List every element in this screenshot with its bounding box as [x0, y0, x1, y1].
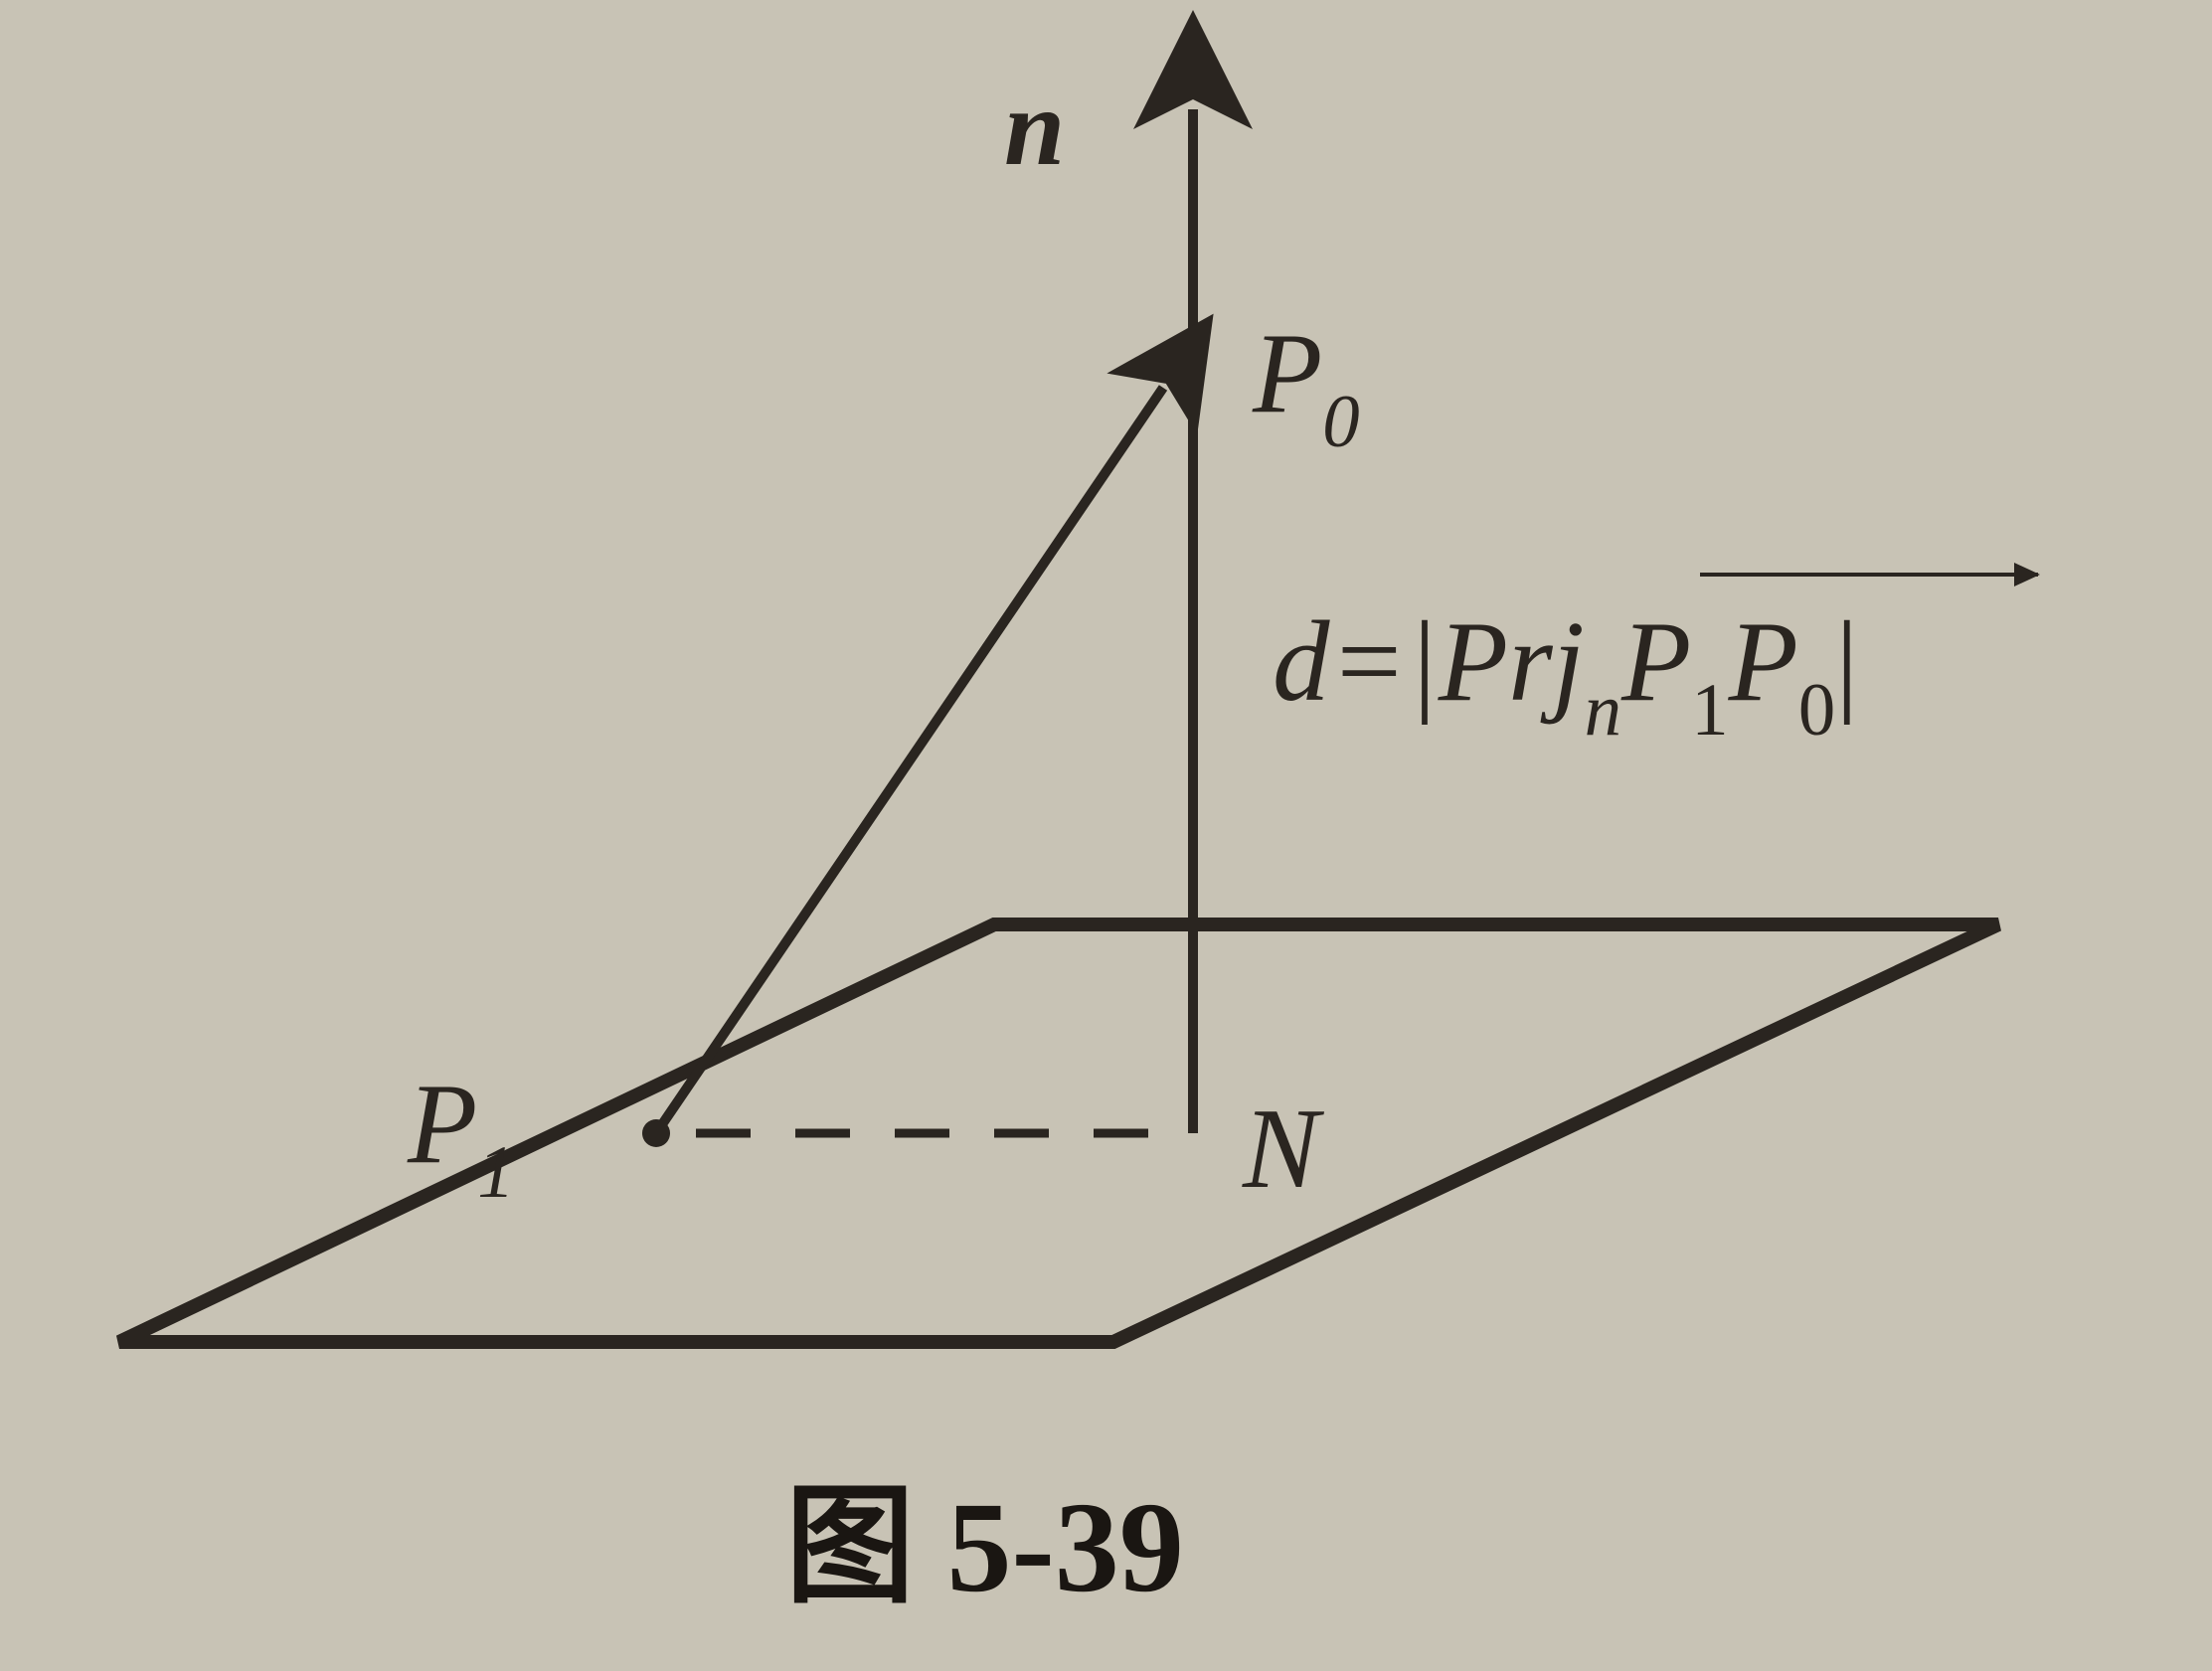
p1p0-vector-line [656, 388, 1163, 1133]
formula-vector-arrow [1700, 573, 2038, 577]
figure-caption: 图 5-39 [785, 1441, 1184, 1628]
p0-label: P0 [1253, 308, 1360, 454]
n-point-label: N [1243, 1084, 1319, 1215]
p1-point-dot [642, 1119, 670, 1147]
p1-label: P1 [408, 1059, 515, 1205]
plane-shape [119, 924, 1998, 1342]
diagram-svg [0, 0, 2212, 1671]
distance-formula: d=|PrjnP1P0| [1273, 596, 1858, 743]
normal-vector-label: n [1004, 65, 1065, 191]
